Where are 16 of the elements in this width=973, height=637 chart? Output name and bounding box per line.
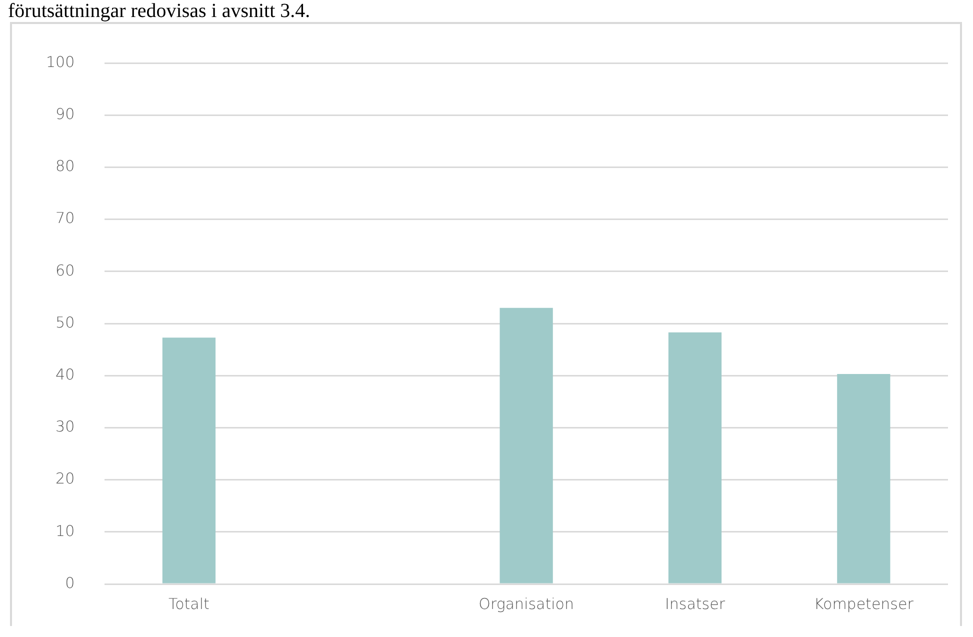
y-tick-label: 90: [56, 104, 75, 123]
x-tick-label: Kompetenser: [814, 594, 914, 613]
y-tick-label: 50: [56, 313, 75, 332]
y-tick-label: 30: [56, 418, 75, 436]
y-tick-label: 40: [56, 365, 75, 384]
y-tick-label: 60: [56, 261, 75, 280]
y-tick-label: 10: [56, 522, 75, 540]
y-tick-label: 70: [56, 209, 75, 228]
y-tick-label: 80: [56, 157, 75, 176]
y-tick-label: 20: [56, 470, 75, 488]
x-tick-label: Totalt: [168, 594, 210, 613]
x-tick-label: Organisation: [478, 594, 574, 613]
x-tick-label: Insatser: [664, 594, 726, 613]
text: förutsättningar redovisas i avsnitt 3.4.: [8, 0, 312, 22]
y-tick-label: 100: [46, 52, 75, 71]
y-tick-label: 0: [65, 574, 75, 592]
